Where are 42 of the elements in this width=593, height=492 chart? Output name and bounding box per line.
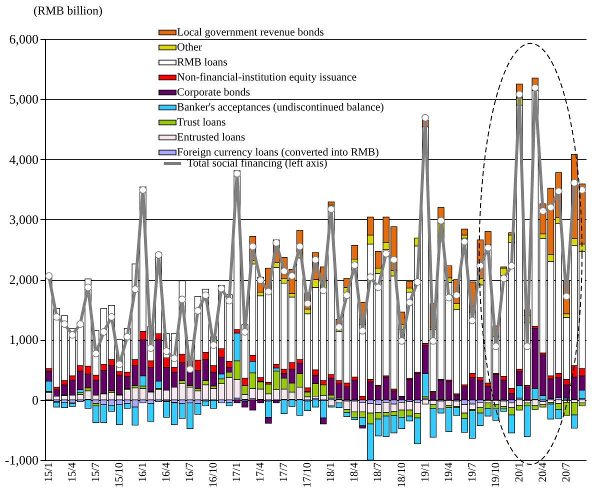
x-tick-label: 16/10: [208, 462, 220, 488]
legend-label: Corporate bonds: [177, 86, 250, 98]
y-tick-label: -1,000: [4, 452, 38, 468]
y-tick-label: 2,000: [9, 272, 38, 288]
x-tick-label: 15/7: [90, 462, 102, 482]
legend-label: Entrusted loans: [177, 132, 246, 144]
x-tick-label: 17/4: [254, 462, 267, 482]
y-tick-label: 4,000: [9, 152, 38, 167]
x-tick-label: 18/4: [348, 462, 361, 482]
y-tick-label: 5,000: [9, 92, 38, 107]
y-axis-title: (RMB billion): [34, 4, 103, 18]
x-tick-label: 19/1: [419, 462, 432, 482]
legend-label: Banker's acceptances (undiscontinued balance): [177, 102, 384, 114]
y-tick-label: 1,000: [9, 332, 38, 348]
x-tick-label: 18/1: [325, 462, 338, 482]
x-tick-label: 15/10: [113, 462, 126, 488]
x-tick-label: 20/4: [536, 462, 549, 482]
legend-label: RMB loans: [177, 56, 228, 68]
y-tick-label: 6,000: [9, 32, 38, 46]
x-tick-label: 18/10: [396, 462, 408, 488]
legend-label: Foreign currency loans (converted into RMB): [177, 146, 380, 158]
x-tick-label: 20/7: [560, 462, 572, 482]
x-tick-label: 19/10: [490, 462, 502, 488]
legend-label: Total social financing (left axis): [187, 158, 328, 170]
x-tick-label: 19/4: [442, 462, 455, 482]
x-tick-label: 15/1: [42, 462, 55, 482]
legend-label: Local government revenue bonds: [177, 26, 324, 38]
legend-label: Non-financial-institution equity issuance: [177, 72, 357, 84]
x-tick-label: 15/4: [66, 462, 78, 482]
x-tick-label: 20/1: [513, 462, 526, 482]
legend-label: Other: [177, 42, 202, 54]
x-tick-label: 17/10: [302, 462, 314, 488]
legend-label: Trust loans: [177, 116, 226, 128]
x-tick-label: 19/7: [466, 462, 478, 482]
x-tick-label: 17/1: [231, 462, 244, 482]
y-tick-label: 3,000: [9, 212, 38, 227]
x-tick-label: 16/7: [184, 462, 196, 482]
x-tick-label: 16/1: [136, 462, 149, 482]
x-tick-label: 18/7: [372, 462, 384, 482]
y-tick-label: 0: [32, 392, 38, 408]
x-tick-label: 16/4: [160, 462, 172, 482]
x-tick-label: 17/7: [278, 462, 290, 482]
